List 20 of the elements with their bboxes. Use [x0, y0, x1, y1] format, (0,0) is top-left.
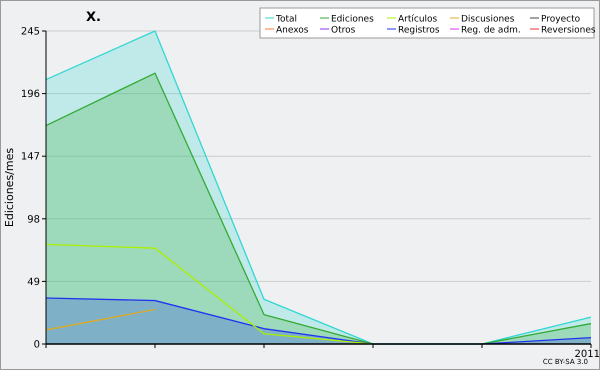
y-tick-label: 98 — [27, 214, 40, 226]
line-series — [45, 244, 374, 345]
chart-title: X. — [86, 10, 101, 25]
legend-label: Registros — [398, 26, 440, 36]
legend-label: Anexos — [276, 26, 309, 36]
x-tick-label: 2011 — [574, 349, 600, 360]
y-axis-title: Ediciones/mes — [3, 148, 16, 228]
legend-label: Artículos — [398, 14, 438, 24]
y-tick-label: 147 — [20, 152, 40, 163]
legend-label: Proyecto — [541, 14, 581, 24]
legend-label: Total — [275, 14, 298, 24]
legend-label: Ediciones — [331, 14, 374, 24]
legend-label: Otros — [331, 26, 356, 36]
y-tick-label: 49 — [27, 276, 40, 288]
legend-label: Reg. de adm. — [461, 26, 521, 36]
y-tick-label: 196 — [20, 89, 40, 100]
y-tick-label: 0 — [34, 340, 40, 350]
y-tick-label: 245 — [20, 26, 40, 38]
legend-label: Discusiones — [461, 14, 515, 24]
legend-label: Reversiones — [541, 26, 596, 36]
